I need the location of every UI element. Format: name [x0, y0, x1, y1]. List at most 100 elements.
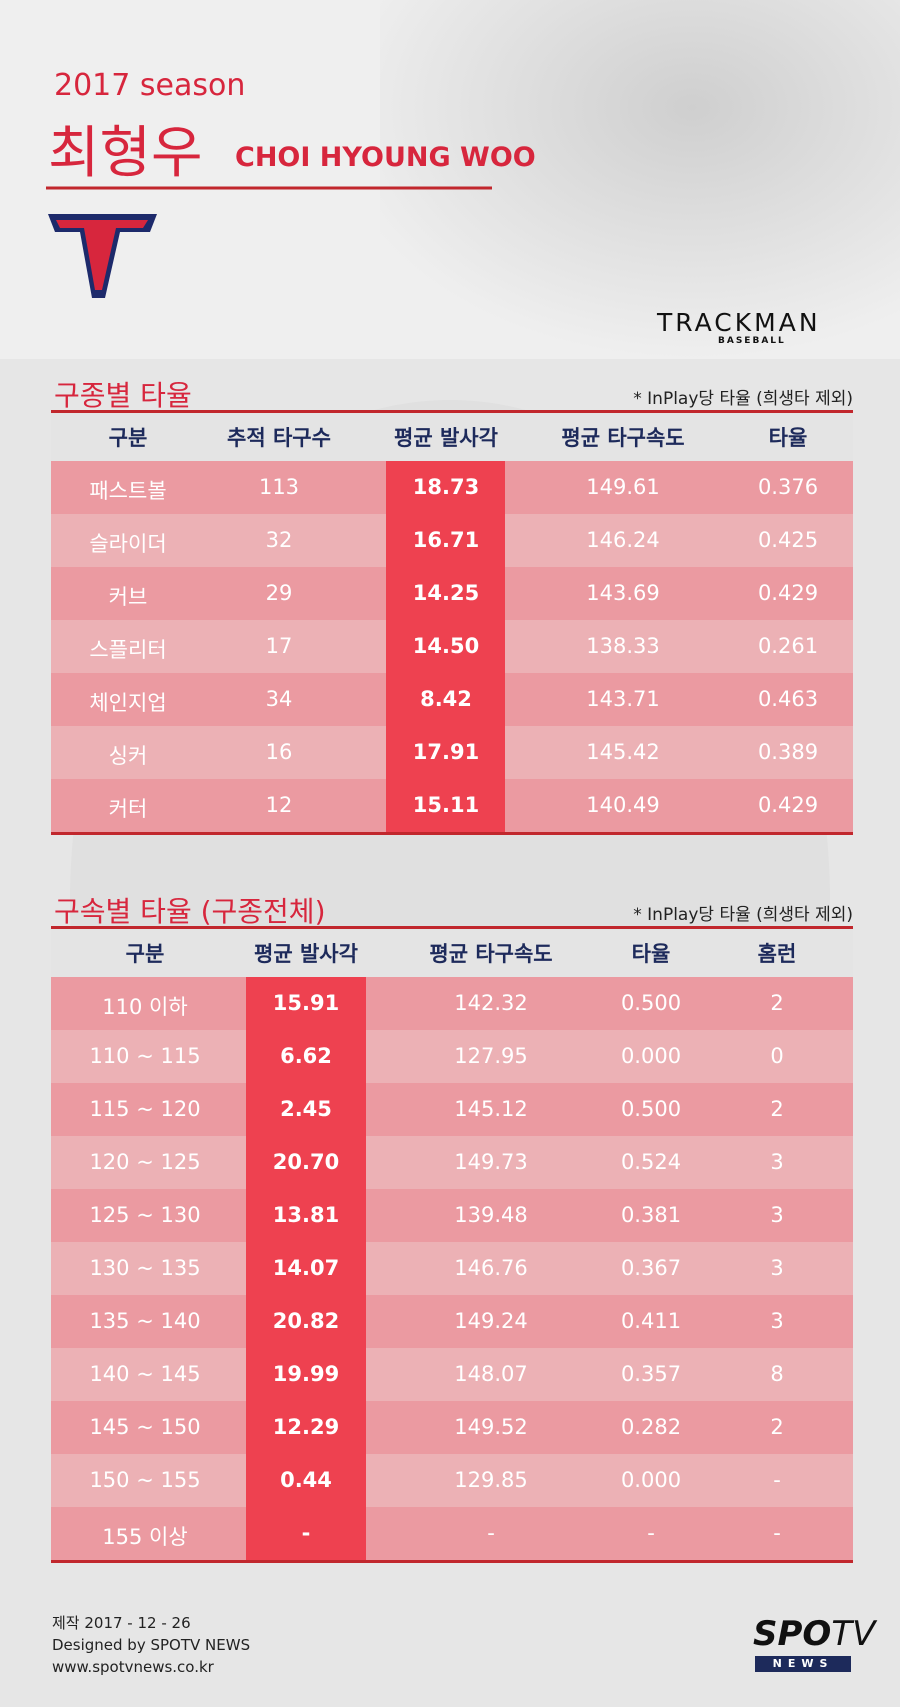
table-cell: 0.500	[620, 991, 682, 1015]
table-cell: 스플리터	[89, 638, 167, 662]
table-cell: 0.261	[757, 634, 819, 658]
table-cell: 138.33	[586, 634, 660, 658]
table-cell: 14.50	[412, 634, 480, 658]
brand-sub: NEWS	[755, 1656, 851, 1672]
table-cell: 150 ~ 155	[89, 1468, 201, 1492]
highlight-column	[246, 977, 366, 1560]
player-name-en: CHOI HYOUNG WOO	[235, 142, 536, 173]
column-header: 타율	[768, 426, 808, 450]
table-cell: 0.524	[620, 1150, 682, 1174]
table-cell: 155 이상	[102, 1525, 188, 1549]
season: 2017 season	[54, 68, 246, 103]
table-cell: 12.29	[272, 1415, 340, 1439]
table-cell: 0.367	[620, 1256, 682, 1280]
table-row	[51, 1454, 853, 1507]
table-cell: 19.99	[272, 1362, 340, 1386]
table-cell: -	[647, 1521, 655, 1545]
table-cell: 145.12	[454, 1097, 528, 1121]
table-bottom-rule	[51, 832, 853, 835]
brand-logo: SPOTV	[753, 1614, 875, 1654]
table-cell: 16.71	[412, 528, 480, 552]
table-title: 구속별 타율 (구종전체)	[54, 895, 326, 928]
table-cell: 0.376	[757, 475, 819, 499]
table-cell: 14.25	[412, 581, 480, 605]
table-cell: 13.81	[272, 1203, 340, 1227]
table-cell: -	[301, 1521, 311, 1545]
table-cell: 129.85	[454, 1468, 528, 1492]
table-cell: 32	[265, 528, 293, 552]
table-note: * InPlay당 타율 (희생타 제외)	[633, 905, 853, 925]
table-cell: 0.000	[620, 1044, 682, 1068]
table-cell: 싱커	[108, 744, 148, 768]
table-cell: 14.07	[272, 1256, 340, 1280]
table-cell: 0.429	[757, 793, 819, 817]
footer-line: 제작 2017 - 12 - 26	[52, 1614, 191, 1632]
table-cell: 12	[265, 793, 293, 817]
table-cell: 8	[770, 1362, 784, 1386]
table-cell: 146.24	[586, 528, 660, 552]
table-cell: 2.45	[280, 1097, 332, 1121]
table-bottom-rule	[51, 1560, 853, 1563]
table-cell: 0.425	[757, 528, 819, 552]
table-row	[51, 1242, 853, 1295]
table-cell: 3	[770, 1150, 784, 1174]
footer-credits: 제작 2017 - 12 - 26 Designed by SPOTV NEWS…	[52, 1612, 250, 1678]
player-name-ko: 최형우	[48, 121, 203, 186]
table-cell: 8.42	[420, 687, 472, 711]
table-cell: 0.463	[757, 687, 819, 711]
table-cell: 135 ~ 140	[89, 1309, 201, 1333]
trackman-sub: BASEBALL	[718, 336, 786, 346]
table-cell: 15.11	[412, 793, 480, 817]
table-cell: 슬라이더	[89, 532, 167, 556]
table-cell: 146.76	[454, 1256, 528, 1280]
column-header: 구분	[125, 942, 165, 966]
table-cell: 17	[265, 634, 293, 658]
brand: SPO	[753, 1614, 832, 1654]
table-cell: 140.49	[586, 793, 660, 817]
table-cell: 127.95	[454, 1044, 528, 1068]
brand-tv: TV	[831, 1614, 876, 1654]
table-cell: 149.73	[454, 1150, 528, 1174]
table-cell: 139.48	[454, 1203, 528, 1227]
table-cell: 16	[265, 740, 293, 764]
table-cell: 0.282	[620, 1415, 682, 1439]
table-cell: 125 ~ 130	[89, 1203, 201, 1227]
table-cell: 0.500	[620, 1097, 682, 1121]
table-cell: 143.69	[586, 581, 660, 605]
table-cell: 20.70	[272, 1150, 340, 1174]
table-row	[51, 1348, 853, 1401]
column-header: 추적 타구수	[227, 426, 331, 450]
table-cell: 6.62	[280, 1044, 332, 1068]
table-cell: 3	[770, 1256, 784, 1280]
table-cell: 115 ~ 120	[89, 1097, 201, 1121]
table-cell: 149.52	[454, 1415, 528, 1439]
table-cell: 20.82	[272, 1309, 340, 1333]
column-header: 평균 발사각	[394, 426, 498, 450]
column-header: 평균 타구속도	[561, 426, 685, 450]
footer-line: Designed by SPOTV NEWS	[52, 1636, 251, 1654]
table-cell: -	[773, 1468, 781, 1492]
table-cell: 패스트볼	[89, 479, 167, 503]
table-cell: 0.389	[757, 740, 819, 764]
table-cell: 18.73	[412, 475, 480, 499]
table-cell: 34	[265, 687, 293, 711]
table-top-rule	[51, 926, 853, 929]
table-header	[51, 929, 853, 977]
table-cell: -	[487, 1521, 495, 1545]
table-cell: 0.429	[757, 581, 819, 605]
table-cell: 3	[770, 1203, 784, 1227]
highlight-column	[386, 461, 505, 832]
table-cell: 113	[258, 475, 300, 499]
table-cell: 140 ~ 145	[89, 1362, 201, 1386]
column-header: 구분	[108, 426, 148, 450]
table-cell: 149.61	[586, 475, 660, 499]
table-cell: 130 ~ 135	[89, 1256, 201, 1280]
table-row	[51, 1083, 853, 1136]
table-row	[51, 1136, 853, 1189]
table-cell: 체인지업	[89, 691, 167, 715]
table-cell: -	[773, 1521, 781, 1545]
table-row	[51, 1189, 853, 1242]
table-cell: 2	[770, 1415, 784, 1439]
table-cell: 2	[770, 991, 784, 1015]
